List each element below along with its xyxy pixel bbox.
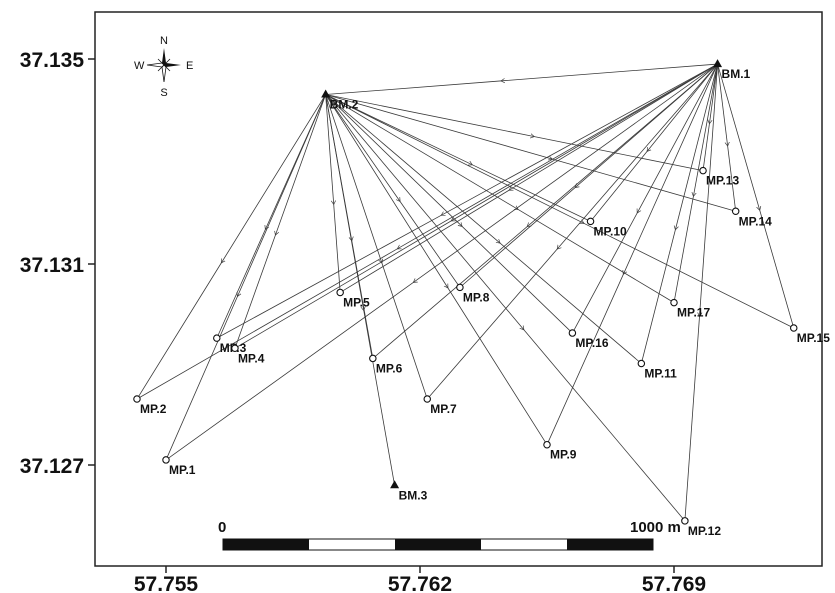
monitoring-point-marker[interactable] [568, 329, 577, 337]
observation-line-bm1-mp8 [459, 63, 718, 288]
observation-line-bm2-mp6 [325, 94, 374, 359]
monitoring-point-marker[interactable] [681, 517, 689, 525]
compass-rose-icon: N S E W [134, 35, 193, 99]
monitoring-point-marker[interactable] [637, 359, 646, 368]
observation-line-bm2-mp15 [325, 94, 794, 329]
x-axis: 57.755 57.762 57.769 [134, 566, 706, 593]
observation-line-bm2-mp4 [234, 94, 327, 349]
scale-bar: 0 1000 m [218, 519, 681, 551]
monitoring-point-marker[interactable] [670, 298, 678, 307]
observation-line-bm1-mp10 [590, 63, 718, 222]
monitoring-point-marker[interactable] [162, 456, 170, 464]
observation-line-bm1-mp17 [673, 64, 718, 303]
monitoring-point-marker[interactable] [133, 395, 141, 403]
compass-west-label: W [134, 60, 145, 72]
observation-line-bm2-mp2 [136, 94, 326, 400]
observation-line-bm1-mp13 [702, 64, 718, 171]
monitoring-point-label: MP.14 [739, 214, 772, 228]
monitoring-point-label: MP.10 [594, 224, 627, 238]
observation-line-bm1-mp5 [339, 63, 718, 293]
compass-south-label: S [160, 87, 167, 99]
monitoring-point-label: MP.4 [238, 351, 265, 365]
y-axis: 37.135 37.131 37.127 [20, 49, 95, 478]
monitoring-point-marker[interactable] [543, 440, 551, 449]
y-tick-label: 37.135 [20, 49, 85, 72]
monitoring-point-label: MP.2 [140, 402, 167, 416]
monitoring-point-label: MP.1 [169, 463, 196, 477]
monitoring-point-label: MP.11 [644, 367, 677, 381]
observation-line-bm1-mp2 [136, 63, 718, 400]
survey-points: MP.1MP.2MP.3MP.4MP.5MP.6MP.7MP.8MP.9MP.1… [133, 59, 830, 538]
observation-line-bm1-mp12 [684, 64, 718, 521]
benchmark-marker[interactable] [390, 480, 400, 489]
observation-line-bm1-mp1 [165, 63, 718, 461]
observation-line-bm1-mp15 [717, 63, 795, 329]
compass-north-label: N [160, 35, 168, 47]
benchmark-label: BM.3 [399, 488, 428, 502]
monitoring-point-label: MP.7 [430, 402, 457, 416]
monitoring-point-marker[interactable] [789, 324, 798, 332]
monitoring-point-marker[interactable] [213, 334, 221, 342]
observation-line-bm1-mp7 [426, 63, 718, 400]
observation-line-bm1-mp6 [372, 63, 718, 359]
observation-line-bm2-mp9 [325, 94, 548, 445]
scale-end-label: 1000 m [630, 519, 681, 536]
monitoring-point-label: MP.17 [677, 306, 710, 320]
monitoring-point-marker[interactable] [423, 395, 432, 403]
observation-line-bm1-mp16 [572, 63, 718, 334]
observation-line-bm2-mp1 [165, 94, 327, 461]
observation-lines [136, 63, 795, 522]
scale-start-label: 0 [218, 519, 226, 536]
monitoring-point-label: MP.6 [376, 361, 403, 375]
observation-line-bm2-mp5 [325, 94, 341, 293]
monitoring-point-marker[interactable] [586, 217, 595, 226]
compass-east-label: E [186, 60, 193, 72]
monitoring-point-label: MP.13 [706, 174, 739, 188]
x-tick-label: 57.762 [388, 573, 452, 593]
observation-line-bm1-mp14 [717, 64, 737, 212]
monitoring-point-marker[interactable] [731, 207, 740, 216]
observation-line-bm2-mp14 [325, 94, 736, 212]
observation-line-bm1-mp11 [640, 63, 718, 364]
monitoring-point-label: MP.9 [550, 448, 577, 462]
y-tick-label: 37.131 [20, 254, 85, 277]
observation-line-bm1-bm2 [325, 63, 718, 95]
monitoring-point-label: MP.12 [688, 524, 721, 538]
x-tick-label: 57.755 [134, 573, 199, 593]
observation-line-bm2-mp16 [325, 94, 573, 334]
observation-line-bm2-mp12 [325, 94, 686, 522]
monitoring-point-marker[interactable] [336, 288, 344, 297]
monitoring-point-marker[interactable] [456, 283, 464, 292]
observation-line-bm2-mp17 [325, 94, 675, 303]
observation-line-bm2-mp11 [325, 94, 642, 364]
x-tick-label: 57.769 [642, 573, 706, 593]
y-tick-label: 37.127 [20, 455, 84, 478]
observation-line-bm2-mp3 [216, 94, 327, 339]
observation-line-bm2-mp7 [325, 94, 428, 400]
observation-line-bm2-mp13 [325, 94, 704, 172]
benchmark-marker[interactable] [713, 59, 723, 68]
monitoring-point-marker[interactable] [369, 354, 377, 363]
monitoring-point-label: MP.5 [343, 295, 370, 309]
monitoring-point-marker[interactable] [699, 166, 707, 175]
observation-line-bm1-mp3 [216, 63, 718, 339]
benchmark-marker[interactable] [321, 89, 331, 98]
benchmark-label: BM.2 [330, 98, 359, 112]
benchmark-label: BM.1 [722, 67, 751, 81]
observation-line-bm2-mp8 [325, 94, 461, 288]
observation-line-bm2-mp10 [325, 94, 591, 222]
observation-line-bm1-mp4 [234, 63, 718, 349]
monitoring-point-label: MP.8 [463, 290, 490, 304]
monitoring-point-label: MP.15 [797, 331, 830, 345]
monitoring-point-marker[interactable] [231, 344, 239, 353]
monitoring-point-label: MP.16 [575, 336, 608, 350]
